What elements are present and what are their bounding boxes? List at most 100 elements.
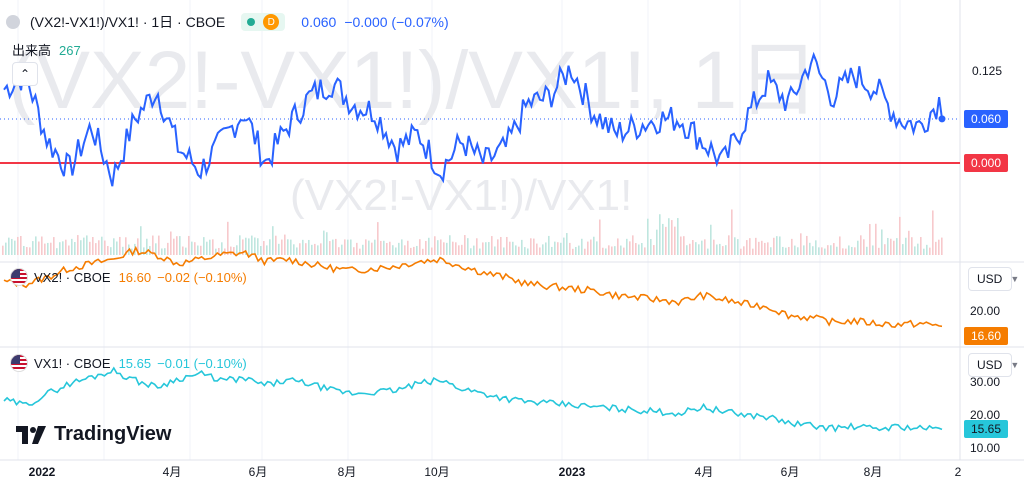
volume-bar	[5, 242, 7, 255]
us-flag-icon	[10, 354, 28, 372]
volume-bar	[665, 226, 667, 255]
volume-bar	[920, 237, 922, 255]
volume-bar	[572, 248, 574, 255]
main-series-legend[interactable]: (VX2!-VX1!)/VX1! · 1日 · CBOE D 0.060 −0.…	[6, 12, 449, 32]
volume-label: 出来高	[12, 43, 52, 58]
volume-bar	[461, 244, 463, 255]
tradingview-logo-icon	[16, 425, 46, 444]
volume-bar	[755, 237, 757, 255]
volume-bar	[809, 242, 811, 255]
volume-bar	[335, 238, 337, 255]
volume-bar	[386, 242, 388, 255]
volume-bar	[683, 236, 685, 255]
time-axis-label: 10月	[424, 465, 449, 479]
volume-bar	[287, 239, 289, 255]
volume-bar	[635, 243, 637, 255]
tradingview-logo[interactable]: TradingView	[16, 423, 171, 446]
volume-bar	[203, 237, 205, 255]
volume-bar	[146, 238, 148, 255]
volume-bar	[122, 246, 124, 255]
volume-bar	[650, 239, 652, 255]
time-axis[interactable]: 2022 4月 6月 8月 10月 2023 4月 6月 8月 2	[29, 465, 962, 479]
volume-bar	[236, 245, 238, 255]
volume-bar	[188, 235, 190, 255]
volume-bar	[428, 237, 430, 255]
vx1-legend[interactable]: VX1! · CBOE 15.65 −0.01 (−0.10%)	[10, 354, 247, 372]
volume-bar	[113, 238, 115, 255]
volume-bar	[170, 231, 172, 255]
volume-bar	[431, 247, 433, 255]
volume-bar	[620, 245, 622, 255]
volume-bar	[686, 245, 688, 255]
volume-bar	[698, 244, 700, 255]
volume-bar	[890, 238, 892, 255]
volume-bar	[500, 236, 502, 255]
volume-bar	[116, 241, 118, 255]
volume-bar	[749, 238, 751, 255]
volume-bar	[866, 246, 868, 255]
volume-bar	[557, 242, 559, 255]
zero-price-tag: 0.000	[964, 154, 1008, 172]
volume-bar	[458, 245, 460, 255]
volume-bar	[299, 243, 301, 255]
market-status-badge[interactable]: D	[241, 13, 286, 31]
vx2-currency-select[interactable]: USD ▼	[968, 267, 1019, 291]
volume-bar	[545, 242, 547, 255]
volume-bar	[812, 246, 814, 255]
market-open-dot-icon	[247, 18, 256, 26]
volume-legend[interactable]: 出来高 267	[12, 40, 81, 59]
volume-bar	[23, 245, 25, 255]
volume-bar	[311, 244, 313, 255]
us-flag-icon	[10, 268, 28, 286]
volume-bar	[239, 235, 241, 255]
volume-bar	[464, 235, 466, 255]
volume-bar	[449, 235, 451, 255]
volume-bar	[563, 237, 565, 255]
volume-bar	[440, 239, 442, 255]
volume-bar	[887, 237, 889, 255]
volume-bar	[788, 246, 790, 255]
volume-bar	[689, 243, 691, 255]
volume-bar	[179, 236, 181, 255]
collapse-legend-button[interactable]: ⌃	[12, 62, 38, 86]
volume-bar	[278, 243, 280, 255]
volume-bar	[44, 243, 46, 255]
volume-bar	[317, 245, 319, 255]
spread-price-tag: 0.060	[964, 110, 1008, 128]
volume-bar	[821, 247, 823, 255]
volume-bar	[662, 223, 664, 255]
vx2-axis-tick-20: 20.00	[970, 304, 1000, 318]
volume-bar	[758, 241, 760, 255]
volume-bar	[86, 235, 88, 255]
volume-bar	[266, 245, 268, 255]
volume-bar	[32, 241, 34, 255]
vx2-legend[interactable]: VX2! · CBOE 16.60 −0.02 (−0.10%)	[10, 268, 247, 286]
vx1-price-tag: 15.65	[964, 420, 1008, 438]
volume-bar	[527, 248, 529, 255]
volume-bar	[323, 230, 325, 255]
volume-bar	[674, 226, 676, 255]
volume-bar	[704, 239, 706, 255]
volume-bar	[446, 242, 448, 255]
volume-bar	[614, 246, 616, 255]
vx1-currency-select[interactable]: USD ▼	[968, 353, 1019, 377]
volume-bar	[395, 247, 397, 255]
volume-bar	[341, 244, 343, 255]
volume-bar	[329, 241, 331, 255]
volume-bar	[227, 221, 229, 255]
volume-bar	[584, 248, 586, 255]
volume-bar	[62, 241, 64, 255]
volume-bar	[332, 239, 334, 255]
spread-series-line	[3, 51, 943, 187]
volume-bar	[233, 247, 235, 255]
volume-bar	[791, 238, 793, 255]
vx1-axis-tick-30: 30.00	[970, 375, 1000, 389]
volume-bar	[350, 239, 352, 255]
volume-bar	[902, 244, 904, 255]
volume-bar	[878, 247, 880, 255]
volume-bar	[881, 229, 883, 255]
volume-bar	[185, 247, 187, 255]
volume-bar	[578, 245, 580, 255]
volume-bar	[260, 246, 262, 255]
